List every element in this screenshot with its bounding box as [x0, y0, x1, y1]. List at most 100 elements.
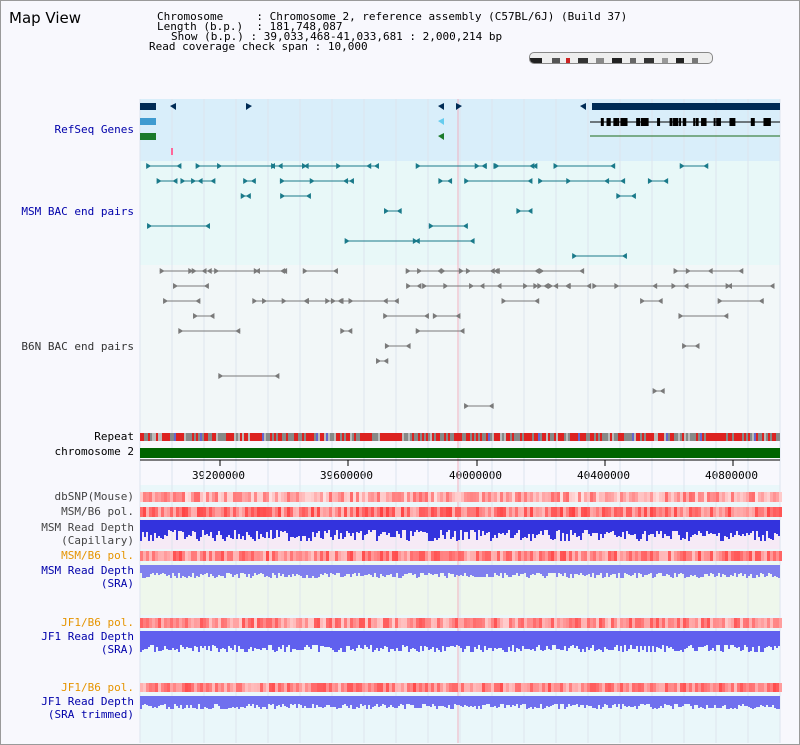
depth-bar	[662, 565, 664, 576]
polymorphism-cell	[224, 683, 227, 692]
repeat-segment	[346, 433, 348, 441]
depth-bar	[572, 696, 574, 705]
polymorphism-cell	[257, 492, 260, 502]
jf1-read-depth-sra-label-1[interactable]: JF1 Read Depth	[41, 630, 134, 643]
depth-bar	[232, 696, 234, 707]
polymorphism-cell	[695, 507, 698, 517]
depth-bar	[344, 565, 346, 576]
repeat-segment	[358, 433, 360, 441]
depth-bar	[462, 631, 464, 652]
b6n-bac-end-pairs-label[interactable]: B6N BAC end pairs	[21, 340, 134, 353]
depth-bar	[400, 520, 402, 538]
polymorphism-cell	[197, 507, 200, 517]
depth-bar	[414, 631, 416, 649]
jf1-b6-pol-label-1[interactable]: JF1/B6 pol.	[61, 616, 134, 629]
jf1-b6-pol-label-2[interactable]: JF1/B6 pol.	[61, 681, 134, 694]
depth-bar	[484, 520, 486, 535]
depth-bar	[622, 631, 624, 652]
depth-bar	[544, 696, 546, 708]
polymorphism-cell	[257, 683, 260, 692]
depth-bar	[158, 696, 160, 706]
repeat-segment	[244, 433, 246, 441]
repeat-segment	[542, 433, 544, 441]
msm-bac-end-pairs-label[interactable]: MSM BAC end pairs	[21, 205, 134, 218]
msm-read-depth-sra-label-1[interactable]: MSM Read Depth	[41, 564, 134, 577]
polymorphism-cell	[197, 551, 200, 561]
repeat-segment	[204, 433, 206, 441]
bac-end-marker	[616, 193, 622, 199]
polymorphism-cell	[686, 618, 689, 628]
polymorphism-cell	[569, 492, 572, 502]
depth-bar	[374, 520, 376, 530]
depth-bar	[610, 565, 612, 575]
polymorphism-cell	[437, 618, 440, 628]
depth-bar	[154, 696, 156, 707]
depth-bar	[636, 631, 638, 646]
refseq-genes-label[interactable]: RefSeq Genes	[54, 123, 134, 136]
polymorphism-cell	[218, 492, 221, 502]
repeat-segment	[734, 433, 736, 441]
depth-bar	[434, 696, 436, 706]
depth-bar	[350, 520, 352, 536]
polymorphism-cell	[407, 551, 410, 561]
polymorphism-cell	[185, 507, 188, 517]
repeat-segment	[418, 433, 420, 441]
polymorphism-cell	[296, 507, 299, 517]
polymorphism-cell	[176, 683, 179, 692]
repeat-segment	[582, 433, 584, 441]
polymorphism-cell	[509, 492, 512, 502]
polymorphism-cell	[434, 683, 437, 692]
depth-bar	[326, 520, 328, 533]
polymorphism-cell	[425, 492, 428, 502]
polymorphism-cell	[563, 492, 566, 502]
depth-bar	[574, 520, 576, 533]
dbsnp-label[interactable]: dbSNP(Mouse)	[54, 490, 134, 503]
polymorphism-cell	[767, 551, 770, 561]
repeat-segment	[480, 433, 482, 441]
depth-bar	[644, 631, 646, 646]
polymorphism-cell	[365, 683, 368, 692]
depth-bar	[560, 565, 562, 574]
depth-bar	[482, 631, 484, 652]
depth-bar	[490, 565, 492, 577]
depth-bar	[386, 565, 388, 575]
polymorphism-cell	[230, 551, 233, 561]
repeat-segment	[280, 433, 282, 441]
msm-read-depth-capillary-label-1[interactable]: MSM Read Depth	[41, 521, 134, 534]
polymorphism-cell	[458, 618, 461, 628]
jf1-read-depth-trimmed-label-1[interactable]: JF1 Read Depth	[41, 695, 134, 708]
depth-bar	[476, 696, 478, 709]
repeat-segment	[278, 433, 280, 441]
polymorphism-cell	[398, 507, 401, 517]
depth-bar	[230, 631, 232, 648]
repeat-segment	[508, 433, 510, 441]
polymorphism-cell	[305, 507, 308, 517]
polymorphism-cell	[260, 507, 263, 517]
polymorphism-cell	[749, 551, 752, 561]
depth-bar	[200, 696, 202, 709]
chromosome-ideogram[interactable]	[529, 52, 713, 64]
depth-bar	[664, 565, 666, 576]
msm-b6-pol-label-2[interactable]: MSM/B6 pol.	[61, 549, 134, 562]
msm-b6-pol-label-1[interactable]: MSM/B6 pol.	[61, 505, 134, 518]
depth-bar	[320, 696, 322, 707]
polymorphism-cell	[605, 507, 608, 517]
heat-tracks	[140, 492, 782, 709]
depth-bar	[680, 696, 682, 707]
depth-bar	[334, 520, 336, 535]
depth-bar	[640, 696, 642, 704]
polymorphism-cell	[743, 507, 746, 517]
polymorphism-cell	[209, 618, 212, 628]
polymorphism-cell	[461, 683, 464, 692]
polymorphism-cell	[335, 618, 338, 628]
depth-bar	[298, 631, 300, 650]
polymorphism-cell	[683, 551, 686, 561]
depth-bar	[224, 631, 226, 649]
repeat-segment	[432, 433, 434, 441]
bac-end-marker	[193, 313, 199, 319]
depth-bar	[156, 696, 158, 708]
depth-bar	[772, 520, 774, 540]
polymorphism-cell	[230, 507, 233, 517]
polymorphism-cell	[518, 618, 521, 628]
